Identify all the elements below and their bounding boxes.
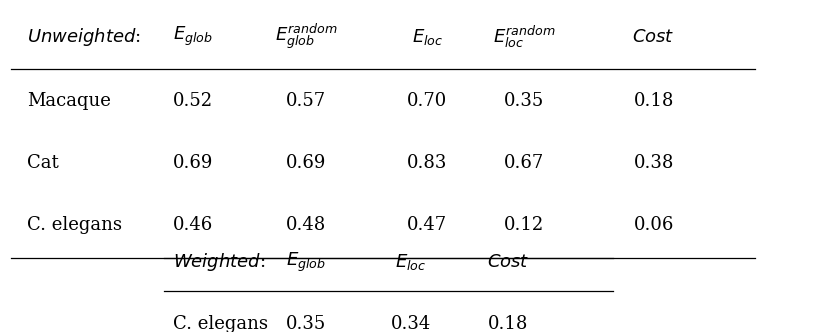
Text: 0.38: 0.38: [633, 154, 674, 172]
Text: 0.69: 0.69: [173, 154, 213, 172]
Text: 0.83: 0.83: [407, 154, 448, 172]
Text: 0.48: 0.48: [286, 216, 326, 234]
Text: 0.52: 0.52: [173, 92, 212, 110]
Text: 0.70: 0.70: [407, 92, 448, 110]
Text: $E_{glob}$: $E_{glob}$: [286, 250, 326, 274]
Text: $E_{loc}$: $E_{loc}$: [396, 252, 427, 272]
Text: 0.18: 0.18: [633, 92, 674, 110]
Text: 0.34: 0.34: [391, 315, 431, 332]
Text: 0.69: 0.69: [286, 154, 326, 172]
Text: 0.57: 0.57: [286, 92, 326, 110]
Text: $E_{loc}$: $E_{loc}$: [412, 27, 443, 46]
Text: $\mathit{Cost}$: $\mathit{Cost}$: [487, 253, 529, 271]
Text: 0.46: 0.46: [173, 216, 213, 234]
Text: $E_{loc}^{random}$: $E_{loc}^{random}$: [493, 24, 555, 50]
Text: $\mathit{Unweighted}$:: $\mathit{Unweighted}$:: [27, 26, 141, 47]
Text: 0.06: 0.06: [633, 216, 674, 234]
Text: Cat: Cat: [27, 154, 59, 172]
Text: 0.67: 0.67: [504, 154, 545, 172]
Text: 0.12: 0.12: [504, 216, 545, 234]
Text: Macaque: Macaque: [27, 92, 111, 110]
Text: 0.47: 0.47: [407, 216, 447, 234]
Text: $\mathit{Cost}$: $\mathit{Cost}$: [632, 28, 675, 45]
Text: 0.35: 0.35: [504, 92, 545, 110]
Text: $E_{glob}$: $E_{glob}$: [173, 25, 212, 48]
Text: $E_{glob}^{random}$: $E_{glob}^{random}$: [274, 22, 337, 51]
Text: C. elegans: C. elegans: [27, 216, 122, 234]
Text: 0.18: 0.18: [488, 315, 528, 332]
Text: 0.35: 0.35: [286, 315, 326, 332]
Text: $\mathit{Weighted}$:: $\mathit{Weighted}$:: [173, 251, 265, 273]
Text: C. elegans: C. elegans: [173, 315, 268, 332]
